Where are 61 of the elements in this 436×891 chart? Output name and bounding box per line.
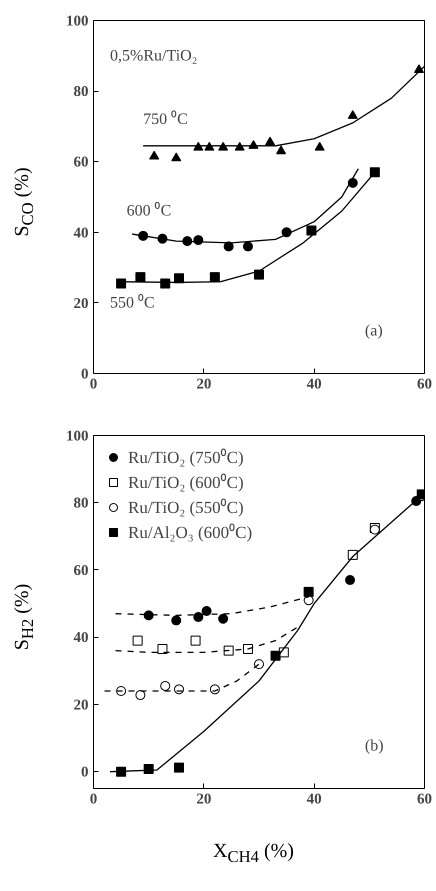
y-tick-label: 60	[74, 562, 88, 579]
point	[348, 110, 358, 119]
x-tick-label: 60	[417, 792, 432, 808]
point	[116, 686, 126, 696]
point	[254, 270, 264, 280]
x-tick-label: 20	[196, 376, 212, 392]
point	[304, 586, 314, 597]
point	[116, 278, 126, 288]
y-tick-label: 40	[74, 225, 88, 242]
point	[254, 659, 264, 670]
annotation: (b)	[364, 738, 384, 755]
annotation: 0,5%Ru/TiO₂	[110, 47, 198, 64]
y-tick-label: 0	[81, 764, 88, 781]
point	[171, 152, 182, 162]
y-tick-label: 100	[66, 14, 88, 30]
point	[132, 636, 143, 646]
y-tick-label: 20	[74, 697, 88, 714]
point	[174, 762, 184, 773]
point	[306, 226, 316, 236]
annotation: (a)	[364, 322, 383, 340]
y-tick-label: 80	[74, 496, 88, 512]
point	[174, 684, 184, 694]
legend-label: Ru/TiO₂ (750⁰C)	[128, 447, 244, 468]
y-tick-label: 80	[74, 84, 88, 100]
point	[370, 167, 380, 178]
x-tick-label: 60	[417, 376, 432, 392]
legend-label: Ru/Al₂O₃ (600⁰C)	[128, 522, 252, 543]
y-tick-label: 20	[74, 296, 88, 312]
legend-label: Ru/TiO₂ (600⁰C)	[128, 472, 244, 493]
point	[149, 150, 160, 160]
x-axis-title: X$_{CH4}$ (%)	[213, 839, 294, 868]
line-series	[114, 626, 298, 653]
point	[242, 644, 253, 654]
point	[202, 606, 212, 616]
annotation: 600 ⁰C	[126, 202, 172, 220]
point	[190, 636, 201, 646]
point	[224, 646, 234, 656]
x-tick-label: 40	[306, 376, 322, 392]
y-tick-label: 100	[66, 428, 88, 444]
point	[210, 272, 220, 282]
legend-label: Ru/TiO₂ (550⁰C)	[128, 497, 244, 518]
point	[218, 614, 228, 624]
y-tick-label: 40	[74, 630, 88, 646]
point	[171, 615, 182, 626]
point	[276, 145, 286, 154]
point	[242, 241, 253, 252]
point	[193, 612, 204, 622]
y-tick-label: 0	[81, 366, 88, 382]
annotation: 750 ⁰C	[143, 110, 188, 128]
point	[345, 575, 356, 586]
point	[157, 644, 168, 654]
point	[314, 142, 325, 151]
x-tick-label: 20	[196, 792, 212, 808]
annotation: 550 ⁰C	[110, 293, 155, 312]
point	[135, 690, 146, 700]
x-tick-label: 40	[306, 792, 322, 808]
point	[160, 680, 170, 691]
point	[144, 610, 154, 620]
point	[135, 272, 146, 282]
y-tick-label: 60	[74, 154, 88, 171]
point	[265, 136, 276, 146]
